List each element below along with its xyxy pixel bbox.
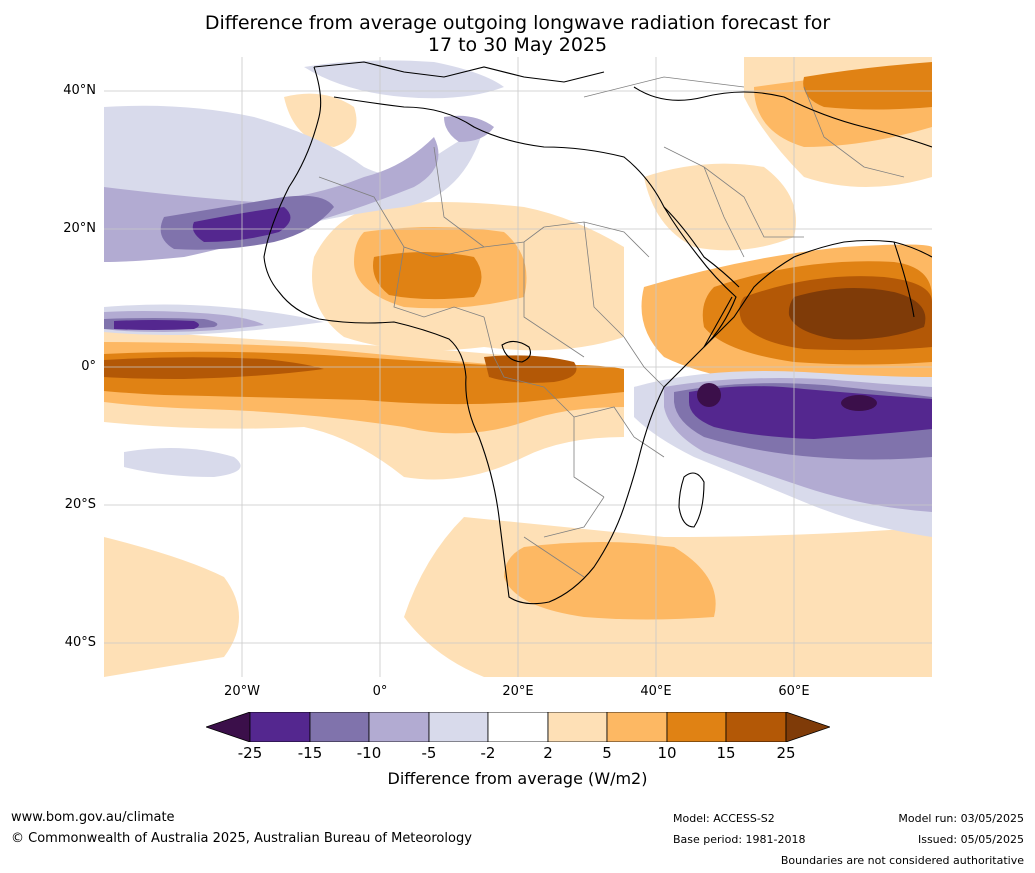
chart-title-line2: 17 to 30 May 2025 [427,34,608,56]
footer-base-period: Base period: 1981-2018 [673,833,806,846]
country-borders [318,76,905,578]
footer-disclaimer: Boundaries are not considered authoritat… [780,854,1024,867]
colorbar [204,711,832,746]
lon-label-40e: 40°E [640,684,672,699]
colorbar-tick-label: -25 [237,744,263,762]
map-panel [104,57,932,677]
olr-anomaly-map [104,57,932,677]
colorbar-tick-label: 15 [716,744,736,762]
footer-copyright: © Commonwealth of Australia 2025, Austra… [11,831,472,846]
colorbar-tick-label: 5 [602,744,612,762]
colorbar-tick-label: -10 [356,744,382,762]
chart-title-line1: Difference from average outgoing longwav… [204,12,831,34]
colorbar-tick-label: -15 [297,744,323,762]
footer-model: Model: ACCESS-S2 [673,812,775,825]
lat-label-40n: 40°N [63,83,96,98]
footer-issued: Issued: 05/05/2025 [917,833,1024,846]
footer-model-run: Model run: 03/05/2025 [898,812,1024,825]
colorbar-tick-label: -2 [480,744,496,762]
lon-label-0: 0° [372,684,388,699]
colorbar-bin-5 [487,711,549,743]
colorbar-bin-1 [249,711,311,743]
colorbar-bin-9 [725,711,787,743]
colorbar-bin-6 [547,711,608,743]
colorbar-bin-2 [309,711,370,743]
lon-label-20w: 20°W [224,684,260,699]
gridlines [104,57,932,677]
colorbar-tick-label: -5 [421,744,437,762]
lat-label-20s: 20°S [64,497,96,512]
colorbar-tick-label: 2 [543,744,553,762]
anomaly-positive-extreme [788,288,926,340]
colorbar-right-extension [785,711,832,743]
lat-label-20n: 20°N [63,221,96,236]
anomaly-negative-extreme [697,383,877,411]
coastlines [263,61,932,605]
colorbar-tick-label: 25 [776,744,796,762]
footer-website: www.bom.gov.au/climate [11,810,175,825]
colorbar-tick-label: 10 [657,744,677,762]
lat-label-40s: 40°S [64,635,96,650]
colorbar-bin-8 [666,711,727,743]
colorbar-bin-4 [428,711,489,743]
colorbar-svg [204,711,832,743]
colorbar-left-extension [204,711,251,743]
colorbar-bin-3 [368,711,430,743]
colorbar-title: Difference from average (W/m2) [387,769,648,788]
lat-label-0: 0° [81,359,96,374]
lon-label-20e: 20°E [502,684,534,699]
lon-label-60e: 60°E [778,684,810,699]
colorbar-bin-7 [606,711,668,743]
